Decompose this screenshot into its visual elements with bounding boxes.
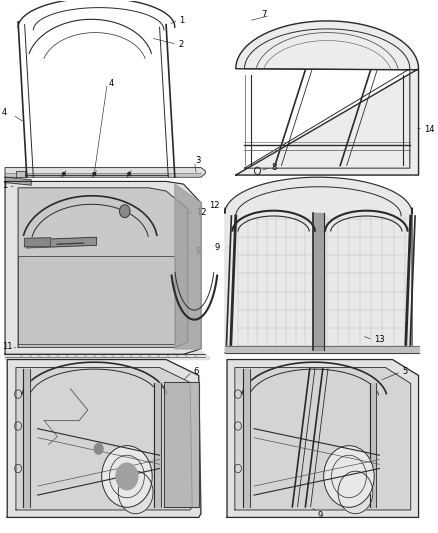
Text: 12: 12 <box>196 208 206 217</box>
Circle shape <box>116 463 138 490</box>
Polygon shape <box>225 346 419 353</box>
Polygon shape <box>175 184 201 349</box>
Polygon shape <box>5 167 205 177</box>
Text: 1: 1 <box>179 16 184 25</box>
Polygon shape <box>25 238 51 247</box>
Polygon shape <box>5 181 201 354</box>
Polygon shape <box>236 21 419 175</box>
Polygon shape <box>164 382 199 507</box>
Polygon shape <box>235 368 411 510</box>
Polygon shape <box>18 188 188 348</box>
Polygon shape <box>16 171 25 177</box>
Text: 4: 4 <box>109 78 114 87</box>
Polygon shape <box>227 360 419 518</box>
Text: 1: 1 <box>3 181 8 190</box>
Text: 3: 3 <box>195 156 201 165</box>
Polygon shape <box>313 213 324 351</box>
Polygon shape <box>16 368 192 510</box>
Circle shape <box>93 172 95 175</box>
Text: 5: 5 <box>403 367 408 376</box>
Text: 7: 7 <box>261 10 266 19</box>
Circle shape <box>63 172 65 175</box>
Circle shape <box>120 205 130 217</box>
Polygon shape <box>18 256 175 344</box>
Circle shape <box>94 443 103 454</box>
Text: 13: 13 <box>374 335 385 344</box>
Text: 6: 6 <box>194 367 199 376</box>
Text: 12: 12 <box>209 201 219 210</box>
Polygon shape <box>370 383 376 507</box>
Text: 14: 14 <box>424 125 435 134</box>
Text: 8: 8 <box>272 163 277 172</box>
Text: 9: 9 <box>214 244 219 253</box>
Circle shape <box>338 471 373 514</box>
Text: 9: 9 <box>317 511 322 520</box>
Circle shape <box>118 471 153 514</box>
Circle shape <box>128 172 131 175</box>
Circle shape <box>324 446 374 507</box>
Polygon shape <box>5 352 210 360</box>
Polygon shape <box>243 368 250 507</box>
Polygon shape <box>225 177 412 353</box>
Polygon shape <box>154 383 161 507</box>
Text: 2: 2 <box>178 40 184 49</box>
Polygon shape <box>23 368 30 507</box>
Polygon shape <box>27 237 96 248</box>
Text: 11: 11 <box>3 342 13 351</box>
Polygon shape <box>7 360 201 518</box>
Text: 9: 9 <box>196 247 201 256</box>
Polygon shape <box>5 177 31 185</box>
Text: 4: 4 <box>2 108 7 117</box>
Circle shape <box>102 446 152 507</box>
